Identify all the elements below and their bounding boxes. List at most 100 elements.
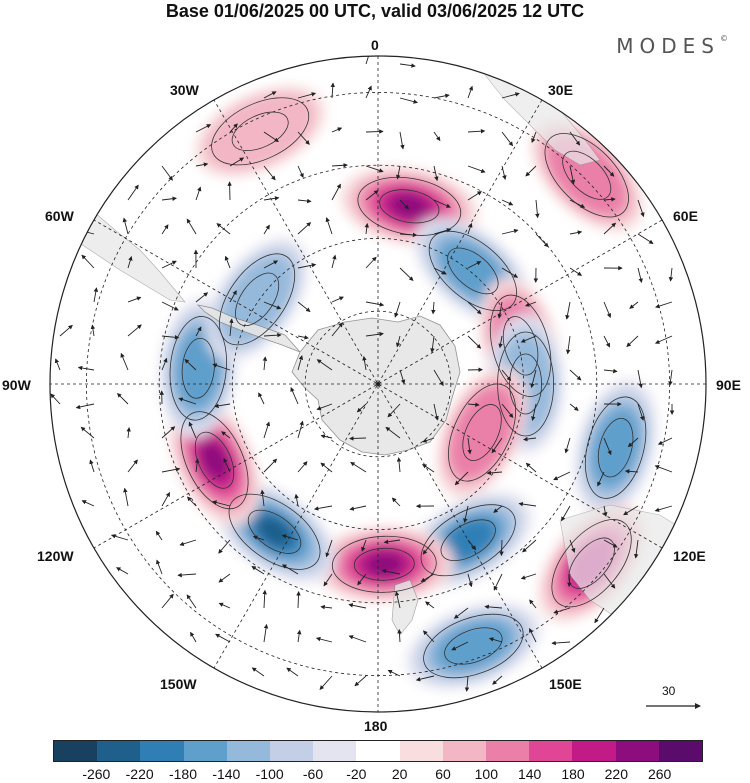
wind-vector: [569, 539, 576, 553]
wind-vector: [316, 403, 333, 411]
meridian-line: [93, 219, 663, 549]
wind-vector: [93, 287, 99, 303]
wind-vector: [603, 301, 612, 319]
wind-vector: [262, 356, 268, 371]
wind-vector: [127, 459, 138, 473]
wind-vector: [186, 594, 197, 609]
wind-vector: [127, 324, 142, 337]
wind-vector: [520, 335, 537, 343]
wind-vector: [365, 256, 377, 269]
wind-vector: [433, 165, 439, 182]
wind-vector: [629, 301, 639, 309]
wind-vector: [320, 462, 333, 473]
wind-vector: [263, 623, 269, 643]
anomaly-band: [364, 551, 405, 578]
anomaly-contour: [194, 431, 235, 489]
wind-vector: [561, 505, 571, 522]
wind-vector: [433, 369, 444, 387]
anomaly-contour: [181, 337, 215, 399]
wind-vector: [531, 131, 537, 143]
wind-vector: [415, 675, 435, 682]
wind-vector: [484, 604, 503, 610]
wind-vector: [365, 190, 379, 201]
colorbar-swatch: [183, 741, 227, 761]
wind-vector: [499, 539, 504, 557]
wind-vector: [90, 324, 96, 337]
lon-label-120w: 120W: [37, 548, 74, 564]
wind-vector: [315, 636, 333, 643]
wind-vector: [453, 607, 469, 619]
wind-vector: [637, 403, 645, 421]
colorbar-swatch: [399, 741, 443, 761]
wind-vector: [161, 335, 180, 340]
wind-vector: [296, 591, 301, 609]
wind-vector: [433, 199, 451, 208]
wind-vector: [525, 462, 537, 473]
wind-vector: [394, 301, 401, 318]
wind-vector: [569, 403, 579, 411]
wind-vector: [399, 232, 418, 238]
wind-vector: [156, 559, 163, 575]
lon-label-60w: 60W: [45, 208, 74, 224]
wind-vector: [365, 129, 384, 134]
wind-vector: [190, 631, 197, 643]
wind-vector: [218, 573, 231, 583]
anomaly-contour: [447, 247, 499, 295]
wind-vector: [454, 471, 469, 486]
wind-vector: [348, 635, 367, 643]
wind-vector: [320, 604, 333, 610]
wind-vector: [637, 369, 643, 389]
wind-vector: [399, 63, 416, 68]
wind-vector: [488, 637, 503, 643]
wind-vector: [297, 335, 309, 340]
wind-vector: [467, 335, 482, 349]
wind-vector: [467, 261, 482, 269]
colorbar-tick-label: -20: [346, 766, 367, 782]
wind-vector: [603, 573, 616, 589]
wind-vector: [297, 92, 317, 99]
wind-vector: [361, 539, 367, 552]
wind-vector: [501, 228, 519, 235]
wind-vector: [224, 255, 231, 269]
wind-vector: [357, 573, 367, 586]
anomaly-contour: [211, 97, 310, 166]
wind-vector: [331, 254, 337, 269]
wind-vector: [493, 505, 503, 513]
colorbar-swatch: [226, 741, 271, 761]
colorbar-swatch: [356, 741, 400, 761]
wind-vector: [81, 500, 95, 507]
wind-vector: [313, 505, 333, 511]
wind-vector: [127, 296, 142, 303]
wind-vector: [123, 487, 129, 507]
wind-vector: [433, 93, 450, 99]
lon-label-0: 0: [371, 37, 379, 53]
wind-vector: [430, 335, 435, 353]
anomaly-contour: [440, 519, 496, 562]
wind-vector: [294, 493, 299, 507]
colorbar-swatch: [658, 741, 703, 761]
wind-vector: [655, 301, 673, 309]
wind-vector: [212, 363, 231, 371]
wind-vector: [486, 470, 503, 476]
latitude-circle: [304, 310, 452, 458]
wind-vector: [75, 403, 95, 410]
wind-vector: [120, 352, 129, 371]
wind-vector: [493, 573, 503, 591]
wind-vector: [331, 183, 341, 201]
wind-vector: [387, 403, 401, 418]
wind-vector: [184, 358, 197, 371]
wind-vector: [603, 505, 608, 517]
wind-vector: [297, 198, 312, 204]
wind-vector: [365, 165, 384, 173]
wind-vector: [348, 603, 367, 609]
wind-vector: [501, 165, 507, 180]
wind-vector: [654, 335, 673, 344]
wind-vector: [161, 492, 171, 507]
colorbar-tick-label: 60: [435, 766, 451, 782]
anomaly-contour: [180, 411, 249, 510]
lon-label-150e: 150E: [549, 676, 582, 692]
wind-vector: [349, 436, 367, 441]
wind-vector: [498, 335, 503, 349]
wind-vector: [161, 301, 179, 311]
wind-vector: [263, 131, 279, 143]
